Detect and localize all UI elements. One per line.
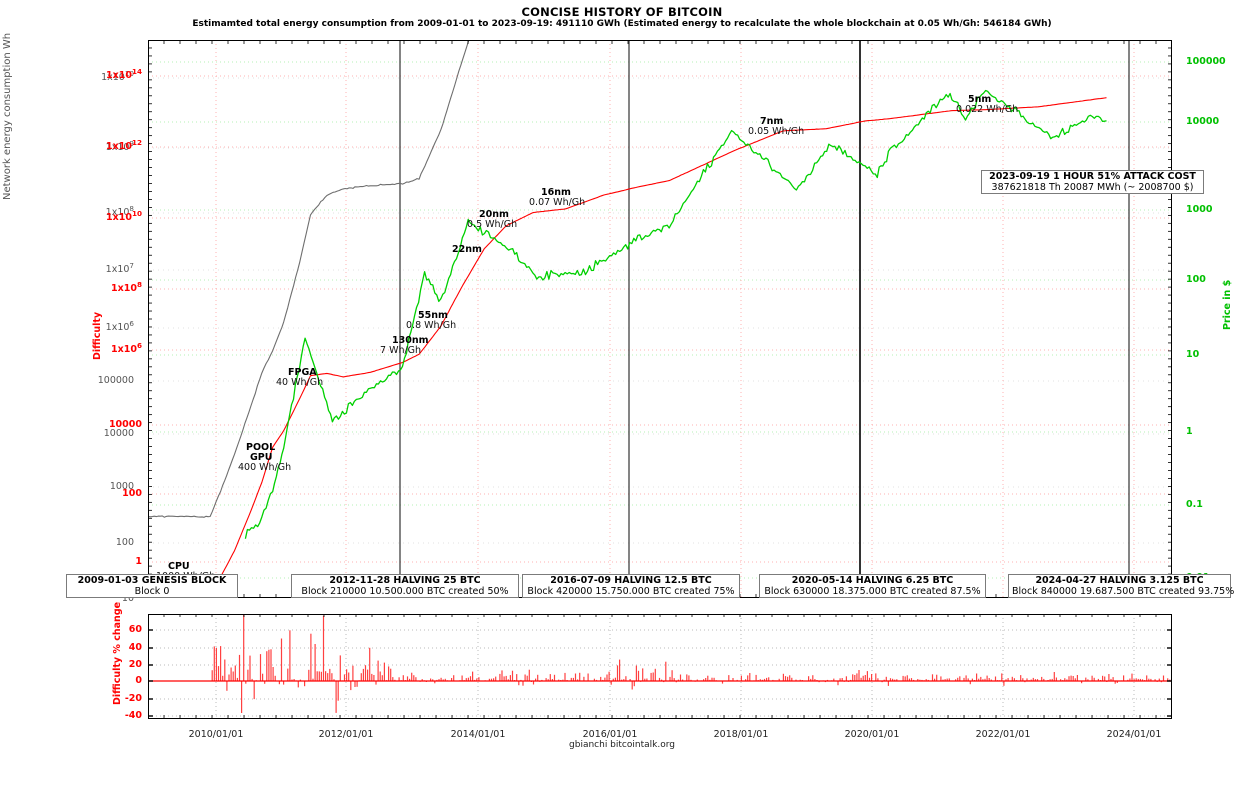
event-box-1: 2012-11-28 HALVING 25 BTC Block 210000 10… (291, 574, 519, 598)
series-price-in (244, 89, 1107, 539)
tick-price-100000: 100000 (1186, 56, 1226, 67)
tick-difficulty-1x1014: 1x1014 (106, 66, 142, 81)
tech-value-55nm: 0.8 Wh/Gh (406, 320, 457, 331)
tech-value-130nm: 7 Wh/Gh (380, 345, 422, 356)
tech-label-20nm: 20nm (479, 209, 509, 220)
tick-energy-1x107: 1x107 (105, 260, 134, 275)
tick-pct--40: -40 (124, 710, 142, 721)
series-difficulty (148, 97, 1107, 598)
plot-frame (148, 40, 1172, 598)
tick-difficulty-100: 100 (122, 488, 142, 499)
attack-cost-title: 2023-09-19 1 HOUR 51% ATTACK COST (989, 171, 1196, 182)
tick-energy-1x109: 1x109 (105, 138, 134, 153)
event-title-1: 2012-11-28 HALVING 25 BTC (329, 575, 481, 586)
footer-credit: gbianchi bitcointalk.org (569, 740, 675, 750)
halving-lines (399, 40, 1130, 598)
tick-energy-100: 100 (115, 537, 134, 548)
tick-difficulty-1x1010: 1x1010 (106, 208, 142, 223)
axis-title-difficulty-pct: Difficulty % change (112, 601, 123, 705)
tick-date-2018-01-01: 2018/01/01 (713, 729, 769, 740)
tech-label-cpu: CPU (168, 561, 190, 572)
tick-date-2016-01-01: 2016/01/01 (582, 729, 638, 740)
tech-value-20nm: 0.5 Wh/Gh (467, 219, 518, 230)
tech-label-7nm: 7nm (760, 116, 784, 127)
tick-energy-1000: 1000 (109, 481, 134, 492)
tech-label-16nm: 16nm (541, 187, 571, 198)
tick-difficulty-1x106: 1x106 (111, 340, 142, 355)
tick-difficulty-1x108: 1x108 (111, 279, 142, 294)
tick-price-1: 1 (1186, 426, 1193, 437)
tech-label-22nm: 22nm (452, 244, 482, 255)
page-title: CONCISE HISTORY OF BITCOIN (521, 5, 723, 19)
axis-title-price: Price in $ (1222, 279, 1233, 330)
event-detail-0: Block 0 (134, 585, 170, 597)
tick-price-10: 10 (1186, 349, 1200, 360)
tick-price-10000: 10000 (1186, 116, 1220, 127)
difficulty-change-bars (148, 614, 1172, 713)
event-box-2: 2016-07-09 HALVING 12.5 BTC Block 420000 … (522, 574, 740, 598)
event-detail-3: Block 630000 18.375.000 BTC created 87.5… (764, 585, 981, 597)
event-detail-1: Block 210000 10.500.000 BTC created 50% (301, 585, 509, 597)
tick-price-1000: 1000 (1186, 204, 1213, 215)
tech-value-7nm: 0.05 Wh/Gh (748, 126, 805, 137)
tick-energy-100000: 100000 (97, 375, 134, 386)
tick-energy-1x106: 1x106 (105, 318, 134, 333)
tick-date-2024-01-01: 2024/01/01 (1106, 729, 1162, 740)
tech-label-gpu: GPU (250, 452, 273, 463)
tick-date-2014-01-01: 2014/01/01 (450, 729, 506, 740)
event-detail-4: Block 840000 19.687.500 BTC created 93.7… (1012, 585, 1235, 597)
tech-label-5nm: 5nm (968, 94, 992, 105)
page-subtitle: Estimamted total energy consumption from… (192, 19, 1052, 29)
tick-difficulty-1: 1 (135, 556, 142, 567)
attack-cost-detail: 387621818 Th 20087 MWh (~ 2008700 $) (991, 181, 1194, 193)
series-network-energy-consumption-wh (148, 40, 470, 518)
tech-value-16nm: 0.07 Wh/Gh (529, 197, 586, 208)
event-title-0: 2009-01-03 GENESIS BLOCK (77, 575, 227, 586)
tech-value-fpga: 40 Wh/Gh (276, 377, 324, 388)
tick-date-2020-01-01: 2020/01/01 (844, 729, 900, 740)
difficulty-change-subplot (148, 614, 1172, 719)
event-box-3: 2020-05-14 HALVING 6.25 BTC Block 630000 … (759, 574, 986, 598)
tech-label-55nm: 55nm (418, 310, 448, 321)
tick-pct-40: 40 (128, 642, 142, 653)
attack-cost-box: 2023-09-19 1 HOUR 51% ATTACK COST 387621… (981, 170, 1204, 194)
tech-label-pool: POOL (246, 442, 276, 453)
tick-difficulty-1x1012: 1x1012 (106, 137, 142, 152)
tick-energy-1x108: 1x108 (105, 203, 134, 218)
tick-difficulty-10000: 10000 (108, 419, 142, 430)
tech-value-gpu: 400 Wh/Gh (238, 462, 292, 473)
event-title-4: 2024-04-27 HALVING 3.125 BTC (1035, 575, 1204, 586)
event-box-0: 2009-01-03 GENESIS BLOCK Block 0 (66, 574, 238, 598)
event-title-3: 2020-05-14 HALVING 6.25 BTC (791, 575, 954, 586)
event-title-2: 2016-07-09 HALVING 12.5 BTC (550, 575, 712, 586)
subplot-gridlines (148, 614, 1172, 719)
tick-energy-10: 10 (121, 593, 134, 604)
tech-label-130nm: 130nm (392, 335, 429, 346)
tick-pct--20: -20 (124, 693, 142, 704)
tech-label-fpga: FPGA (288, 367, 317, 378)
tick-date-2010-01-01: 2010/01/01 (188, 729, 244, 740)
tick-energy-10000: 10000 (103, 428, 134, 439)
tick-pct-60: 60 (128, 624, 142, 635)
event-detail-2: Block 420000 15.750.000 BTC created 75% (527, 585, 735, 597)
main-plot (148, 40, 1172, 598)
event-box-4: 2024-04-27 HALVING 3.125 BTC Block 840000… (1008, 574, 1235, 598)
tick-pct-0: 0 (135, 675, 142, 686)
tick-energy-1x1010: 1x1010 (101, 68, 134, 83)
tick-date-2012-01-01: 2012/01/01 (318, 729, 374, 740)
axis-title-energy: Network energy consumption Wh (2, 32, 13, 200)
gridlines (148, 40, 1172, 598)
tick-pct-20: 20 (128, 659, 142, 670)
tech-value-5nm: 0.022 Wh/Gh (956, 104, 1019, 115)
tick-date-2022-01-01: 2022/01/01 (975, 729, 1031, 740)
tick-price-0.1: 0.1 (1186, 499, 1203, 510)
tick-price-100: 100 (1186, 274, 1206, 285)
